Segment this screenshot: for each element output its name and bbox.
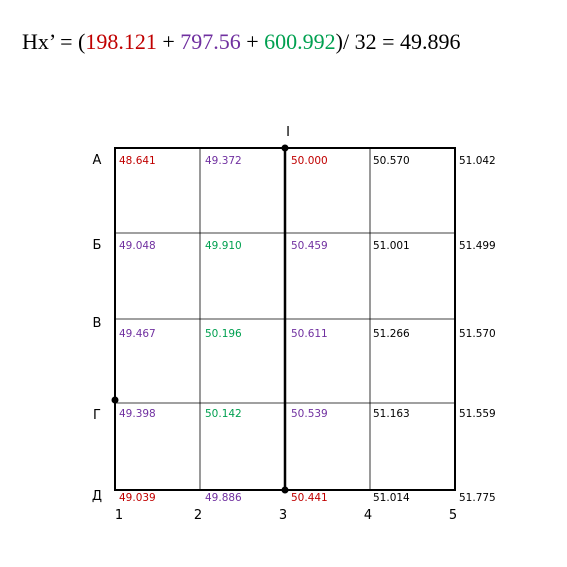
cell-value: 49.048 [119, 240, 156, 252]
cell-value: 49.398 [119, 408, 156, 420]
cell-value: 50.000 [291, 155, 328, 167]
point [111, 396, 119, 404]
cell-value: 51.001 [373, 240, 410, 252]
formula: Hx’ = (198.121 + 797.56 + 600.992)/ 32 =… [22, 29, 461, 54]
row-label: Д [92, 489, 102, 504]
cell-value: 49.039 [119, 492, 156, 504]
cell-value: 49.886 [205, 492, 242, 504]
line-label: I [286, 125, 290, 140]
formula-part: Hx’ = ( [22, 29, 85, 54]
cell-value: 51.266 [373, 328, 410, 340]
cell-value: 48.641 [119, 155, 156, 167]
cell-value: 51.570 [459, 328, 496, 340]
cell-value: 50.142 [205, 408, 242, 420]
cell-value: 51.775 [459, 492, 496, 504]
cell-value: 50.570 [373, 155, 410, 167]
cell-value: 49.467 [119, 328, 156, 340]
row-label: Г [93, 408, 101, 423]
cell-value: 50.441 [291, 492, 328, 504]
column-label: 1 [115, 508, 123, 523]
formula-part: 600.992 [264, 29, 336, 54]
cell-value: 50.611 [291, 328, 328, 340]
cell-value: 51.042 [459, 155, 496, 167]
cell-value: 49.910 [205, 240, 242, 252]
cell-value: 50.539 [291, 408, 328, 420]
formula-part: + [241, 29, 264, 54]
column-label: 3 [279, 508, 287, 523]
formula-part: + [157, 29, 180, 54]
cell-value: 51.014 [373, 492, 410, 504]
column-label: 2 [194, 508, 202, 523]
formula-part: 797.56 [180, 29, 241, 54]
formula-part: )/ 32 = 49.896 [336, 29, 461, 54]
cell-value: 51.499 [459, 240, 496, 252]
point [281, 144, 289, 152]
cell-value: 49.372 [205, 155, 242, 167]
point [281, 486, 289, 494]
cell-value: 51.163 [373, 408, 410, 420]
cell-value: 50.459 [291, 240, 328, 252]
grid [111, 144, 456, 494]
column-label: 5 [449, 508, 457, 523]
row-label: В [93, 316, 102, 331]
row-label: Б [93, 238, 102, 253]
cell-value: 50.196 [205, 328, 242, 340]
cell-value: 51.559 [459, 408, 496, 420]
row-label: А [93, 153, 102, 168]
formula-part: 198.121 [85, 29, 157, 54]
column-label: 4 [364, 508, 372, 523]
